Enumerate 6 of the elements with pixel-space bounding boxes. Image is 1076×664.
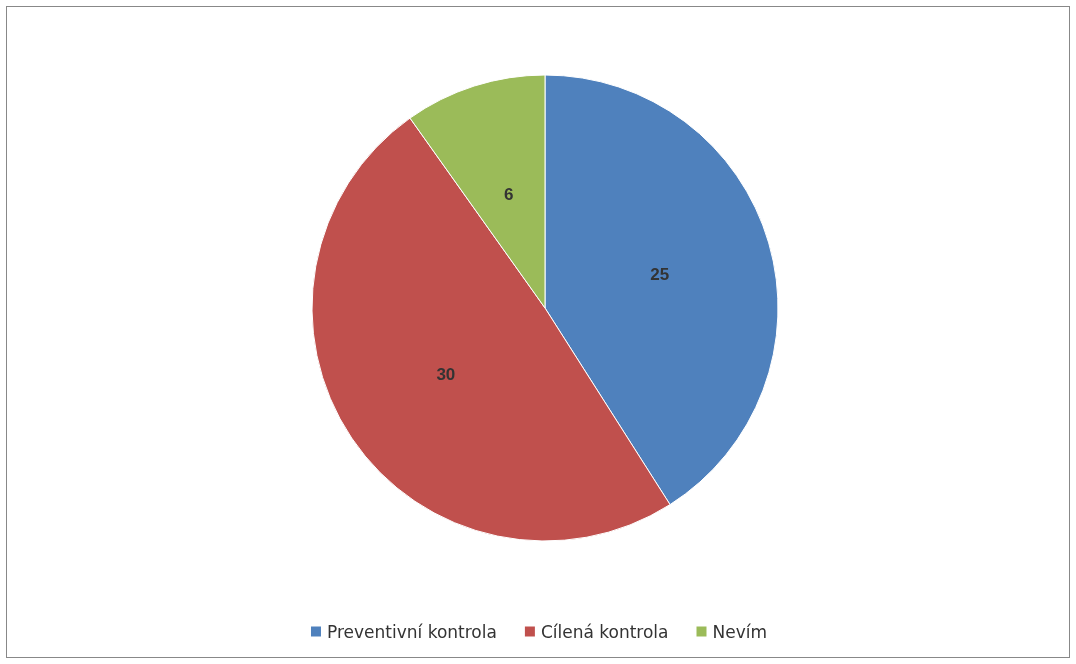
legend-label: Preventivní kontrola <box>326 621 497 642</box>
legend-label: Nevím <box>712 621 768 642</box>
legend-label: Cílená kontrola <box>540 621 669 642</box>
data-label: 25 <box>650 265 670 285</box>
data-label: 6 <box>503 184 514 204</box>
data-label: 30 <box>436 365 456 385</box>
